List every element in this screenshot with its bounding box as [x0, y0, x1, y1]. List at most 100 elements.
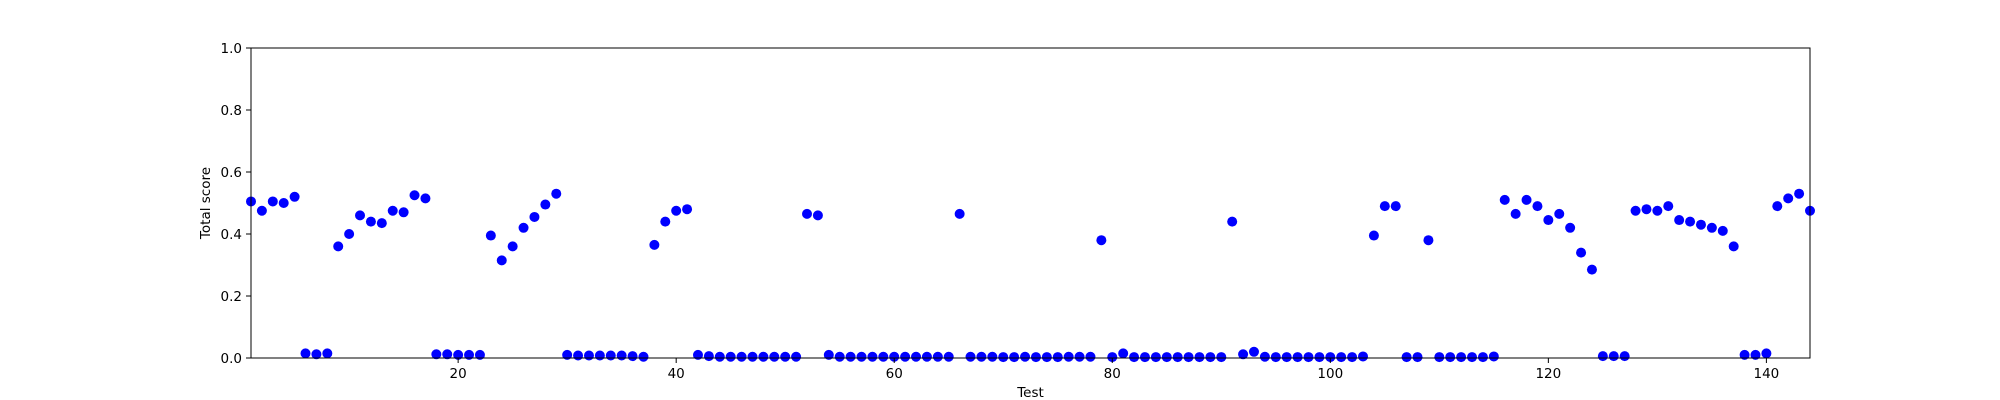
x-tick-label: 140 — [1754, 366, 1780, 382]
data-point — [1292, 352, 1303, 363]
data-point — [1390, 201, 1401, 212]
data-point — [1063, 351, 1074, 362]
data-point — [856, 351, 867, 362]
data-point — [1336, 352, 1347, 363]
data-point — [1368, 230, 1379, 241]
data-point — [965, 351, 976, 362]
data-point — [1238, 349, 1249, 360]
data-point — [583, 350, 594, 361]
data-point — [692, 349, 703, 360]
data-point — [1543, 215, 1554, 226]
data-point — [409, 190, 420, 201]
data-point — [1020, 351, 1031, 362]
data-point — [1728, 241, 1739, 252]
data-point — [867, 351, 878, 362]
data-point — [714, 351, 725, 362]
data-point — [442, 349, 453, 360]
data-point — [1379, 201, 1390, 212]
data-point — [1739, 349, 1750, 360]
data-point — [605, 350, 616, 361]
data-point — [911, 351, 922, 362]
x-axis-label: Test — [1016, 385, 1044, 400]
data-point — [649, 239, 660, 250]
data-point — [1750, 349, 1761, 360]
data-point — [1423, 235, 1434, 246]
data-point — [507, 241, 518, 252]
data-point — [1096, 235, 1107, 246]
data-point — [1685, 216, 1696, 227]
data-point — [1041, 352, 1052, 363]
data-point — [1325, 352, 1336, 363]
data-point — [496, 255, 507, 266]
data-point — [1456, 352, 1467, 363]
data-point — [1630, 205, 1641, 216]
data-point — [812, 210, 823, 221]
data-point — [1521, 194, 1532, 205]
data-point — [398, 207, 409, 218]
data-point — [453, 349, 464, 360]
x-axis-ticks: 20 40 60 80 100 120 140 — [450, 358, 1780, 382]
data-point — [474, 349, 485, 360]
data-point — [1783, 193, 1794, 204]
data-point — [1358, 351, 1369, 362]
data-point — [1107, 352, 1118, 363]
data-point — [736, 351, 747, 362]
data-point — [1259, 351, 1270, 362]
data-point — [1074, 351, 1085, 362]
data-point — [1641, 204, 1652, 215]
data-point — [998, 352, 1009, 363]
data-point — [1281, 352, 1292, 363]
plot-area-frame — [250, 47, 1811, 359]
data-point — [823, 349, 834, 360]
data-point — [725, 351, 736, 362]
data-points — [246, 188, 1815, 363]
data-point — [671, 205, 682, 216]
data-point — [1303, 352, 1314, 363]
y-axis-ticks: 0.0 0.2 0.4 0.6 0.8 1.0 — [221, 41, 251, 367]
data-point — [289, 191, 300, 202]
data-point — [1576, 247, 1587, 258]
data-point — [1085, 351, 1096, 362]
data-point — [594, 350, 605, 361]
data-point — [1652, 205, 1663, 216]
data-point — [758, 351, 769, 362]
data-point — [1150, 352, 1161, 363]
data-point — [1477, 352, 1488, 363]
data-point — [1347, 352, 1358, 363]
y-tick-label: 0.6 — [221, 165, 242, 181]
y-tick-label: 1.0 — [221, 41, 242, 57]
data-point — [1030, 352, 1041, 363]
data-point — [1532, 201, 1543, 212]
x-tick-label: 60 — [886, 366, 903, 382]
data-point — [1412, 352, 1423, 363]
data-point — [355, 210, 366, 221]
data-point — [1510, 208, 1521, 219]
data-point — [976, 351, 987, 362]
data-point — [1663, 201, 1674, 212]
data-point — [1467, 352, 1478, 363]
data-point — [1052, 352, 1063, 363]
data-point — [1216, 352, 1227, 363]
data-point — [333, 241, 344, 252]
data-point — [431, 349, 442, 360]
y-tick-label: 0.0 — [221, 351, 242, 367]
y-tick-label: 0.4 — [221, 227, 242, 243]
data-point — [573, 350, 584, 361]
data-point — [900, 351, 911, 362]
data-point — [1194, 352, 1205, 363]
data-point — [747, 351, 758, 362]
x-tick-label: 20 — [450, 366, 467, 382]
data-point — [1183, 352, 1194, 363]
data-point — [1597, 351, 1608, 362]
data-point — [1161, 352, 1172, 363]
data-point — [802, 208, 813, 219]
y-tick-label: 0.2 — [221, 289, 242, 305]
data-point — [562, 349, 573, 360]
data-point — [1401, 352, 1412, 363]
data-point — [1794, 188, 1805, 199]
data-point — [921, 351, 932, 362]
data-point — [791, 351, 802, 362]
data-point — [682, 204, 693, 215]
data-point — [278, 198, 289, 208]
